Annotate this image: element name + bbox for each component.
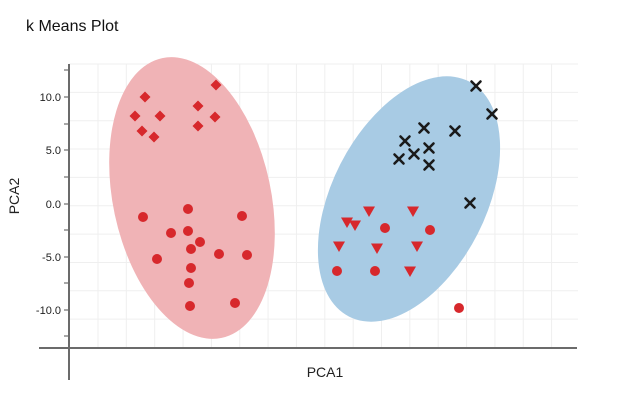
- marker-x: [464, 197, 476, 209]
- marker-circle: [183, 204, 193, 214]
- marker-x: [449, 125, 461, 137]
- y-tick-label: -10.0: [36, 305, 61, 317]
- marker-triangle-down: [411, 241, 423, 252]
- marker-triangle-down: [333, 241, 345, 252]
- marker-circle: [183, 226, 193, 236]
- marker-x: [423, 142, 435, 154]
- y-tick-label: 0.0: [46, 199, 61, 211]
- marker-circle: [214, 249, 224, 259]
- marker-circle: [166, 228, 176, 238]
- marker-circle: [186, 263, 196, 273]
- y-tick-label: -5.0: [42, 252, 61, 264]
- marker-x: [486, 108, 498, 120]
- marker-circle: [230, 298, 240, 308]
- marker-circle: [186, 244, 196, 254]
- marker-circle: [454, 303, 464, 313]
- marker-circle: [152, 254, 162, 264]
- marker-triangle-down: [371, 243, 383, 254]
- marker-circle: [332, 266, 342, 276]
- marker-circle: [185, 301, 195, 311]
- cluster-2-ellipse: [317, 76, 501, 322]
- marker-circle: [370, 266, 380, 276]
- y-tick-label: 5.0: [46, 145, 61, 157]
- marker-circle: [380, 223, 390, 233]
- x-axis-label: PCA1: [306, 364, 344, 380]
- marker-x: [418, 122, 430, 134]
- marker-circle: [425, 225, 435, 235]
- marker-x: [399, 135, 411, 147]
- marker-circle: [138, 212, 148, 222]
- marker-circle: [195, 237, 205, 247]
- marker-triangle-down: [341, 217, 353, 228]
- marker-triangle-down: [404, 266, 416, 277]
- chart-title: k Means Plot: [26, 18, 119, 35]
- cluster-1-ellipse: [109, 57, 275, 339]
- marker-x: [408, 148, 420, 160]
- marker-triangle-down: [363, 206, 375, 217]
- y-tick-label: 10.0: [40, 92, 61, 104]
- marker-triangle-down: [349, 220, 361, 231]
- marker-circle: [184, 278, 194, 288]
- marker-x: [423, 159, 435, 171]
- marker-triangle-down: [407, 206, 419, 217]
- marker-circle: [237, 211, 247, 221]
- marker-circle: [242, 250, 252, 260]
- marker-x: [470, 80, 482, 92]
- marker-x: [393, 153, 405, 165]
